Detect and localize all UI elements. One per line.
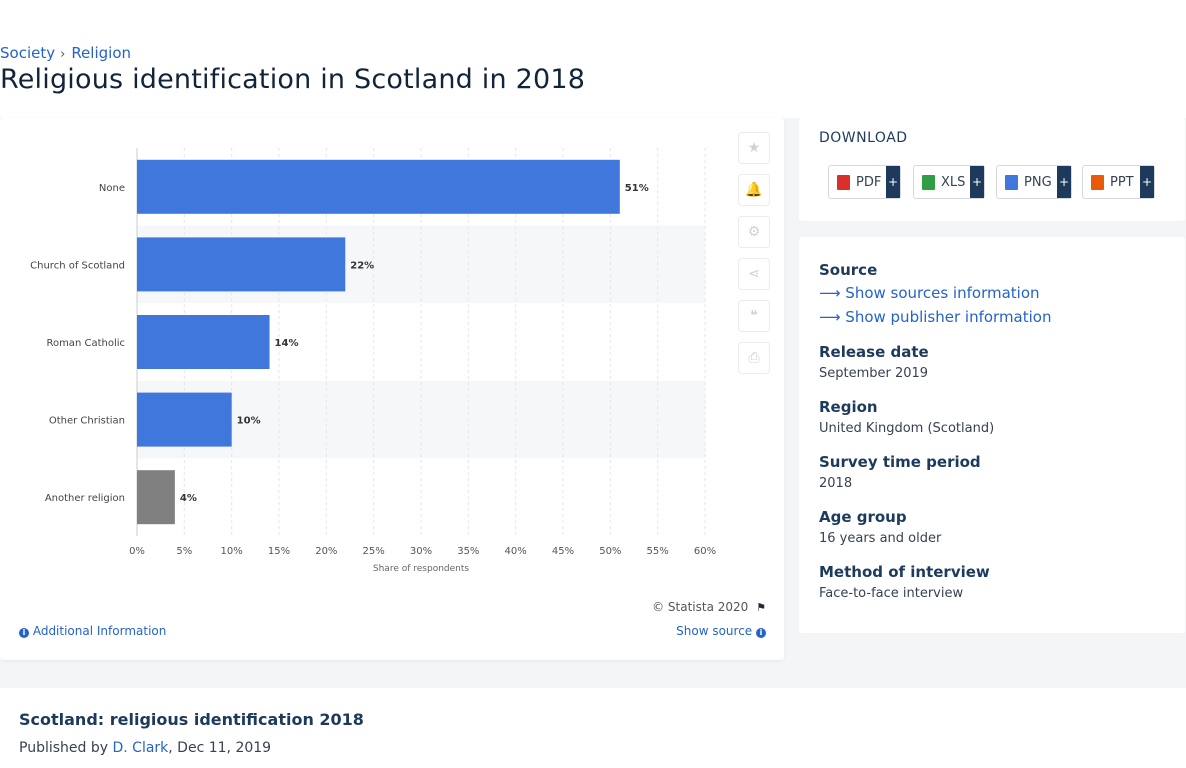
- png-file-icon: [1005, 174, 1018, 190]
- data-label: 22%: [350, 260, 374, 271]
- release-date-label: Release date: [819, 343, 929, 361]
- bar: [137, 470, 175, 525]
- show-publisher-link[interactable]: ⟶ Show publisher information: [819, 308, 1051, 326]
- published-by: Published by D. Clark, Dec 11, 2019: [19, 740, 271, 756]
- download-xls-label: XLS: [941, 174, 966, 190]
- breadcrumb-item-society[interactable]: Society: [0, 44, 56, 62]
- show-source-label: Show source: [676, 624, 753, 638]
- download-pdf-label: PDF: [856, 174, 882, 190]
- method-label: Method of interview: [819, 563, 990, 581]
- data-label: 4%: [180, 493, 197, 504]
- breadcrumb: Society › Religion: [0, 44, 131, 62]
- x-tick-label: 0%: [129, 546, 145, 557]
- chart-card: 0% 5% 10% 15% 20% 25% 30% 35% 40% 45% 50% 55% 60% Non…: [0, 118, 784, 660]
- download-xls-button[interactable]: XLS +: [913, 165, 985, 199]
- region-label: Region: [819, 398, 878, 416]
- survey-period-label: Survey time period: [819, 453, 981, 471]
- page-header: [0, 40, 1186, 118]
- author-link[interactable]: D. Clark: [112, 740, 169, 756]
- download-card: DOWNLOAD PDF + XLS + PNG + PPT +: [799, 118, 1185, 221]
- share-icon[interactable]: ⋖: [738, 258, 770, 290]
- x-tick-label: 25%: [363, 546, 385, 557]
- x-tick-label: 30%: [410, 546, 432, 557]
- download-ppt-button[interactable]: PPT +: [1082, 165, 1155, 199]
- breadcrumb-item-religion[interactable]: Religion: [71, 44, 131, 62]
- page-title: Religious identification in Scotland in …: [0, 64, 586, 95]
- method-value: Face-to-face interview: [819, 586, 964, 601]
- additional-information-label: Additional Information: [32, 624, 167, 638]
- settings-icon[interactable]: ⚙: [738, 216, 770, 248]
- x-tick-label: 50%: [599, 546, 621, 557]
- x-tick-label: 35%: [457, 546, 479, 557]
- print-icon[interactable]: ⎙: [738, 342, 770, 374]
- plus-icon: +: [970, 166, 984, 198]
- bar: [137, 392, 232, 447]
- data-label: 14%: [275, 338, 299, 349]
- x-tick-label: 20%: [315, 546, 337, 557]
- download-title: DOWNLOAD: [819, 130, 908, 146]
- category-label: Another religion: [45, 493, 125, 504]
- x-tick-label: 10%: [221, 546, 243, 557]
- plus-icon: +: [1140, 166, 1154, 198]
- arrow-right-icon: ⟶: [819, 284, 841, 302]
- x-tick-label: 55%: [647, 546, 669, 557]
- category-label: Other Christian: [49, 416, 125, 427]
- age-group-label: Age group: [819, 508, 907, 526]
- data-label: 10%: [237, 416, 261, 427]
- show-source-link[interactable]: Show source i: [676, 624, 766, 638]
- statistic-summary: Scotland: religious identification 2018 …: [0, 688, 1186, 768]
- citation-icon[interactable]: ❝: [738, 300, 770, 332]
- x-tick-label: 15%: [268, 546, 290, 557]
- top-bar: [0, 0, 1186, 40]
- copyright-text: © Statista 2020: [652, 600, 749, 614]
- published-date: , Dec 11, 2019: [168, 740, 272, 756]
- category-label: Church of Scotland: [30, 260, 125, 271]
- show-sources-label: Show sources information: [845, 284, 1040, 302]
- info-icon: i: [19, 628, 29, 638]
- show-sources-link[interactable]: ⟶ Show sources information: [819, 284, 1040, 302]
- plus-icon: +: [886, 166, 900, 198]
- source-label: Source: [819, 261, 878, 279]
- additional-information-link[interactable]: i Additional Information: [19, 624, 166, 638]
- statistic-title: Scotland: religious identification 2018: [19, 710, 364, 729]
- x-tick-label: 45%: [552, 546, 574, 557]
- published-prefix: Published by: [19, 740, 109, 756]
- download-png-label: PNG: [1024, 174, 1052, 190]
- x-tick-label: 5%: [176, 546, 192, 557]
- arrow-right-icon: ⟶: [819, 308, 841, 326]
- notification-icon[interactable]: 🔔: [738, 174, 770, 206]
- breadcrumb-separator: ›: [60, 47, 66, 62]
- ppt-file-icon: [1091, 174, 1104, 190]
- info-icon: i: [756, 628, 766, 638]
- pdf-file-icon: [837, 174, 850, 190]
- chart-toolbar: ★ 🔔 ⚙ ⋖ ❝ ⎙: [738, 132, 772, 384]
- statistic-details: Source ⟶ Show sources information ⟶ Show…: [799, 237, 1185, 633]
- age-group-value: 16 years and older: [819, 531, 942, 546]
- bar-chart: 0% 5% 10% 15% 20% 25% 30% 35% 40% 45% 50% 55% 60% Non…: [30, 148, 716, 574]
- data-label: 51%: [625, 183, 649, 194]
- category-label: None: [99, 183, 125, 194]
- bar: [137, 237, 346, 292]
- x-tick-label: 40%: [505, 546, 527, 557]
- download-pdf-button[interactable]: PDF +: [828, 165, 901, 199]
- category-label: Roman Catholic: [46, 338, 125, 349]
- release-date-value: September 2019: [819, 366, 929, 381]
- download-png-button[interactable]: PNG +: [996, 165, 1072, 199]
- survey-period-value: 2018: [819, 476, 853, 491]
- x-axis-label: Share of respondents: [373, 564, 470, 574]
- bar: [137, 315, 270, 369]
- x-tick-label: 60%: [694, 546, 716, 557]
- plus-icon: +: [1057, 166, 1071, 198]
- flag-icon[interactable]: ⚑: [756, 601, 766, 614]
- favorite-icon[interactable]: ★: [738, 132, 770, 164]
- region-value: United Kingdom (Scotland): [819, 421, 995, 436]
- show-publisher-label: Show publisher information: [845, 308, 1052, 326]
- bar: [137, 159, 620, 214]
- copyright: © Statista 2020 ⚑: [652, 600, 766, 614]
- xls-file-icon: [922, 174, 935, 190]
- download-ppt-label: PPT: [1110, 174, 1134, 190]
